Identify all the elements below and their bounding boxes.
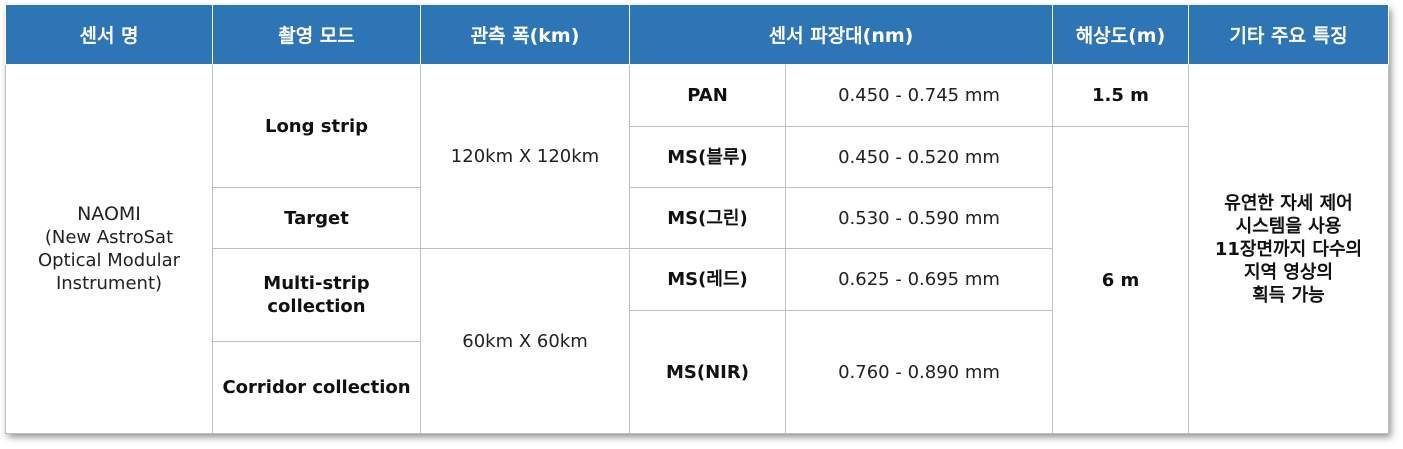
band-name-green: MS(그린) xyxy=(629,187,786,249)
header-sensor-name: 센서 명 xyxy=(5,5,213,65)
mode-target: Target xyxy=(212,187,421,249)
band-name-blue: MS(블루) xyxy=(629,126,786,188)
sensor-name-line: NAOMI xyxy=(77,203,141,225)
table-row: Target MS(그린) 0.530 - 0.590 mm xyxy=(6,187,1389,249)
band-name-nir: MS(NIR) xyxy=(629,310,786,434)
mode-corridor: Corridor collection xyxy=(212,341,421,434)
band-range-green: 0.530 - 0.590 mm xyxy=(785,187,1053,249)
mode-line: collection xyxy=(267,296,366,317)
band-name-pan: PAN xyxy=(629,64,786,127)
table-row: MS(NIR) 0.760 - 0.890 mm xyxy=(6,310,1389,434)
feature-line: 지역 영상의 xyxy=(1243,261,1334,283)
mode-multi-strip: Multi-strip collection xyxy=(212,248,421,342)
feature-line: 11장면까지 다수의 xyxy=(1214,238,1363,260)
header-wavelength: 센서 파장대(nm) xyxy=(629,5,1053,65)
spec-table-frame: 센서 명 촬영 모드 관측 폭(km) 센서 파장대(nm) 해상도(m) 기타… xyxy=(5,5,1389,434)
header-row: 센서 명 촬영 모드 관측 폭(km) 센서 파장대(nm) 해상도(m) 기타… xyxy=(5,5,1389,65)
header-shooting-mode: 촬영 모드 xyxy=(212,5,421,65)
band-name-red: MS(레드) xyxy=(629,248,786,311)
header-swath-width: 관측 폭(km) xyxy=(420,5,630,65)
features-cell: 유연한 자세 제어 시스템을 사용 11장면까지 다수의 지역 영상의 획득 가… xyxy=(1188,64,1389,434)
table-row: Corridor collection xyxy=(6,341,1389,434)
sensor-name-line: (New AstroSat xyxy=(44,227,174,248)
sensor-name-cell: NAOMI (New AstroSat Optical Modular Inst… xyxy=(5,64,213,434)
mode-line: Multi-strip xyxy=(263,273,370,294)
mode-long-strip: Long strip xyxy=(212,64,421,188)
table-row: MS(블루) 0.450 - 0.520 mm 6 m xyxy=(6,126,1389,434)
swath-120: 120km X 120km xyxy=(420,64,630,249)
band-range-red: 0.625 - 0.695 mm xyxy=(785,248,1053,311)
swath-60: 60km X 60km xyxy=(420,248,630,434)
feature-line: 시스템을 사용 xyxy=(1235,215,1342,237)
feature-line: 획득 가능 xyxy=(1252,284,1325,306)
table-row: Multi-strip collection 60km X 60km MS(레드… xyxy=(6,248,1389,434)
header-resolution: 해상도(m) xyxy=(1052,5,1189,65)
resolution-pan: 1.5 m xyxy=(1052,64,1189,127)
resolution-ms: 6 m xyxy=(1052,126,1189,434)
table-row: NAOMI (New AstroSat Optical Modular Inst… xyxy=(5,64,1389,434)
sensor-spec-table: 센서 명 촬영 모드 관측 폭(km) 센서 파장대(nm) 해상도(m) 기타… xyxy=(5,5,1389,434)
band-range-blue: 0.450 - 0.520 mm xyxy=(785,126,1053,188)
band-range-nir: 0.760 - 0.890 mm xyxy=(785,310,1053,434)
feature-line: 유연한 자세 제어 xyxy=(1224,192,1353,214)
header-features: 기타 주요 특징 xyxy=(1188,5,1389,65)
sensor-name-line: Optical Modular xyxy=(37,250,181,271)
band-range-pan: 0.450 - 0.745 mm xyxy=(785,64,1053,127)
sensor-name-line: Instrument) xyxy=(55,273,163,294)
